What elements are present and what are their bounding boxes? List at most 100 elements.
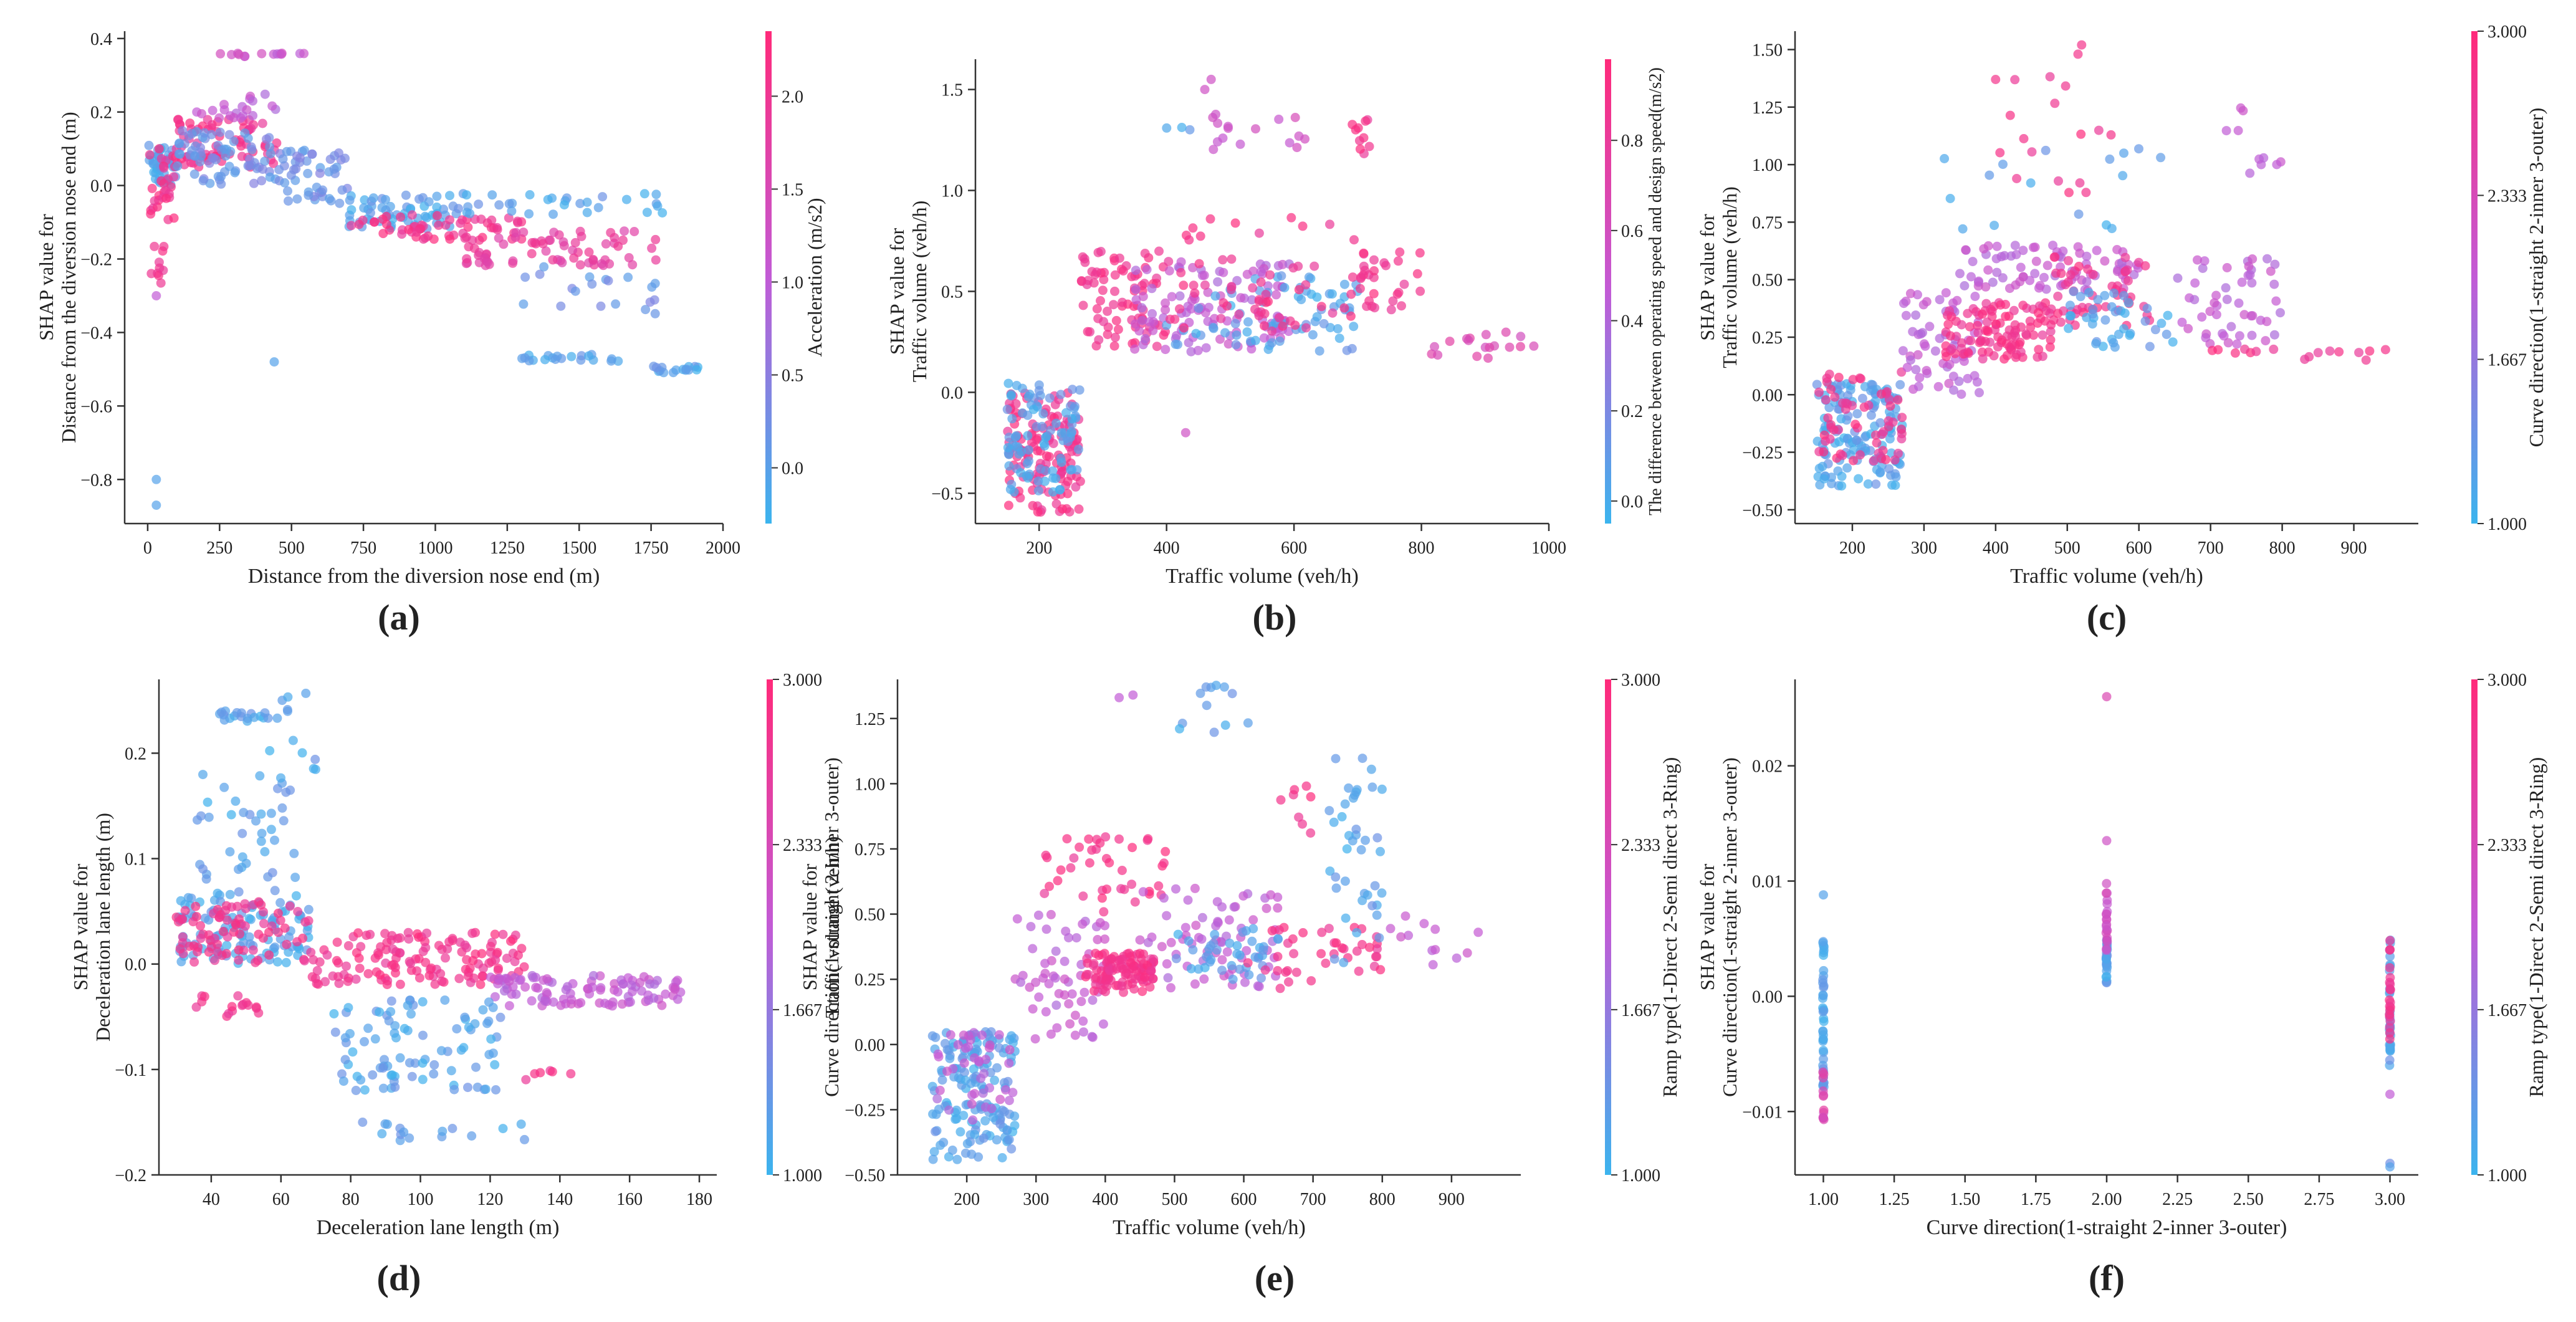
- y-axis-label: Traffic volume (veh/h): [908, 201, 931, 383]
- scatter-point: [2112, 245, 2122, 254]
- scatter-point: [1988, 277, 1998, 287]
- scatter-point: [2077, 40, 2087, 50]
- scatter-point: [1131, 319, 1141, 329]
- scatter-point: [2065, 300, 2075, 310]
- scatter-point: [1008, 1088, 1018, 1098]
- scatter-point: [1379, 258, 1389, 268]
- scatter-point: [1045, 881, 1054, 891]
- colorbar-gradient: [2471, 31, 2478, 524]
- y-tick-label: −0.4: [80, 323, 112, 343]
- scatter-point: [2001, 312, 2011, 322]
- scatter-point: [463, 971, 473, 981]
- scatter-point: [1826, 385, 1836, 395]
- scatter-point: [959, 1058, 969, 1068]
- colorbar-label: Acceleration (m/s2): [803, 198, 826, 357]
- scatter-point: [406, 965, 416, 975]
- x-tick-label: 600: [2126, 539, 2152, 558]
- scatter-point: [209, 934, 219, 944]
- scatter-point: [570, 286, 580, 296]
- scatter-point: [1981, 282, 1991, 292]
- scatter-point: [978, 1088, 988, 1098]
- scatter-point: [611, 299, 621, 309]
- scatter-point: [1060, 974, 1070, 984]
- scatter-point: [2046, 304, 2056, 314]
- scatter-point: [264, 950, 274, 960]
- scatter-point: [1819, 1105, 1829, 1115]
- scatter-point: [1040, 476, 1050, 486]
- scatter-point: [404, 224, 414, 234]
- scatter-point: [493, 979, 503, 989]
- scatter-point: [359, 203, 369, 213]
- scatter-point: [1167, 292, 1177, 302]
- scatter-point: [1014, 449, 1024, 459]
- scatter-point: [1161, 305, 1171, 315]
- scatter-point: [2064, 323, 2074, 333]
- scatter-point: [300, 956, 310, 965]
- scatter-point: [269, 158, 279, 168]
- scatter-point: [928, 1154, 938, 1164]
- scatter-point: [1110, 270, 1120, 280]
- scatter-point: [193, 942, 203, 952]
- scatter-point: [1814, 387, 1824, 397]
- scatter-point: [540, 355, 550, 365]
- scatter-point: [225, 889, 235, 899]
- scatter-point: [300, 917, 310, 927]
- scatter-point: [446, 1066, 456, 1076]
- scatter-point: [240, 899, 250, 909]
- scatter-point: [476, 979, 486, 989]
- y-tick-label: −0.25: [1742, 444, 1783, 463]
- scatter-point: [188, 917, 198, 927]
- scatter-point: [506, 936, 515, 946]
- scatter-point: [1140, 972, 1149, 982]
- scatter-point: [1369, 266, 1379, 275]
- scatter-point: [1884, 464, 1894, 474]
- scatter-point: [276, 773, 285, 783]
- scatter-point: [1009, 487, 1019, 497]
- colorbar-label: Ramp type(1-Direct 2-Semi direct 3-Ring): [2525, 757, 2547, 1098]
- scatter-point: [1200, 85, 1210, 95]
- scatter-point: [343, 941, 353, 951]
- scatter-point: [1361, 835, 1370, 845]
- y-axis-label: Traffic volume (veh/h): [1718, 186, 1741, 368]
- x-tick-label: 300: [1023, 1190, 1049, 1209]
- scatter-point: [1396, 932, 1406, 942]
- scatter-point: [178, 932, 188, 942]
- scatter-point: [1209, 727, 1219, 737]
- scatter-point: [169, 172, 179, 182]
- scatter-point: [2069, 287, 2079, 297]
- scatter-point: [1095, 917, 1105, 927]
- scatter-point: [995, 1094, 1005, 1104]
- scatter-point: [945, 1053, 955, 1063]
- scatter-point: [2124, 298, 2133, 308]
- scatter-point: [2102, 945, 2112, 955]
- scatter-point: [1983, 265, 1993, 275]
- scatter-point: [1091, 973, 1101, 983]
- scatter-point: [2030, 269, 2040, 279]
- scatter-point: [2102, 962, 2112, 972]
- scatter-point: [1293, 261, 1303, 271]
- scatter-point: [1001, 1085, 1010, 1095]
- x-tick-label: 1750: [634, 539, 669, 558]
- scatter-point: [282, 705, 292, 714]
- scatter-point: [1033, 476, 1043, 486]
- scatter-point: [376, 942, 386, 952]
- scatter-point: [462, 955, 472, 965]
- scatter-point: [210, 956, 219, 965]
- scatter-point: [1262, 903, 1271, 913]
- scatter-point: [283, 692, 293, 702]
- scatter-point: [309, 955, 318, 965]
- scatter-point: [279, 816, 289, 826]
- scatter-point: [1942, 352, 1951, 362]
- scatter-point: [1312, 312, 1322, 322]
- scatter-point: [2262, 254, 2272, 264]
- scatter-point: [312, 965, 322, 975]
- colorbar: 0.00.20.40.60.8 The difference between op…: [1605, 59, 1665, 524]
- scatter-point: [184, 130, 194, 140]
- scatter-point: [1131, 266, 1141, 275]
- scatter-point: [454, 974, 464, 984]
- scatter-point: [1331, 938, 1341, 948]
- x-tick-label: 0: [143, 539, 152, 558]
- scatter-point: [587, 279, 597, 289]
- scatter-point: [2385, 1010, 2395, 1020]
